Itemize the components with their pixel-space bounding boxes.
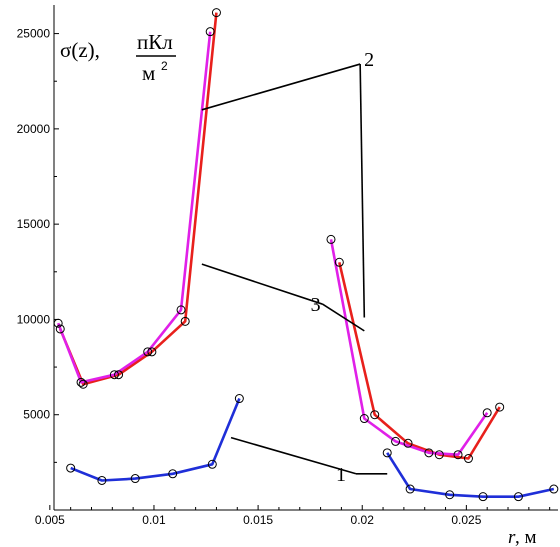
series-1-point bbox=[66, 463, 76, 473]
series-2-line bbox=[338, 262, 501, 460]
series-1-point bbox=[549, 484, 559, 494]
series-2-point bbox=[434, 450, 444, 460]
series-2-point bbox=[463, 454, 473, 464]
series-1-line bbox=[386, 452, 555, 499]
annotation-leader-2 bbox=[201, 63, 361, 111]
series-1-point bbox=[513, 492, 523, 502]
y-axis-label-numerator: пКл bbox=[137, 30, 173, 54]
series-3-point bbox=[176, 305, 186, 315]
series-2-point bbox=[180, 316, 190, 326]
series-2-point bbox=[334, 257, 344, 267]
axes-layer: 5000 10000 15000 20000 25000 0.005 0.01 0.015 0.… bbox=[17, 5, 558, 527]
x-tick-label: 0.005 bbox=[35, 513, 65, 527]
series-3-point bbox=[424, 448, 434, 458]
series-1-point bbox=[97, 475, 107, 485]
series-3-point bbox=[76, 377, 86, 387]
series-1-point bbox=[234, 394, 244, 404]
series-2-point bbox=[114, 370, 124, 380]
series-3-point bbox=[359, 414, 369, 424]
annotation-leader-3 bbox=[201, 263, 323, 305]
series-3-point bbox=[453, 450, 463, 460]
series-1-point bbox=[382, 448, 392, 458]
series-2-point bbox=[147, 347, 157, 357]
annotation-leader-1 bbox=[230, 436, 357, 475]
y-tick-label: 25000 bbox=[17, 27, 51, 41]
annotation-leader-3 bbox=[322, 303, 365, 332]
series-1-point bbox=[478, 492, 488, 502]
series-1-point bbox=[130, 474, 140, 484]
x-tick-label: 0.015 bbox=[243, 513, 273, 527]
y-tick-label: 20000 bbox=[17, 122, 51, 136]
annotation-label-3: 3 bbox=[311, 294, 321, 316]
x-axis-label: r , м bbox=[508, 527, 537, 547]
series-1-point bbox=[168, 469, 178, 479]
series-3-point bbox=[109, 370, 119, 380]
y-tick-label: 10000 bbox=[17, 312, 51, 326]
annotation-layer: 2 3 1 bbox=[201, 49, 388, 486]
x-tick-label: 0.01 bbox=[142, 513, 166, 527]
y-axis-label: σ(z), пКл м 2 bbox=[60, 30, 176, 85]
series-2-point bbox=[78, 379, 88, 389]
annotation-label-2: 2 bbox=[364, 49, 374, 71]
series-3-line bbox=[329, 239, 489, 457]
series-3-point bbox=[53, 318, 63, 328]
series-2-point bbox=[211, 8, 221, 18]
y-tick-label: 5000 bbox=[23, 408, 50, 422]
series-2-point bbox=[495, 402, 505, 412]
y-axis-label-denominator: м bbox=[142, 61, 155, 85]
series-3-point bbox=[391, 436, 401, 446]
x-tick-label: 0.02 bbox=[351, 513, 375, 527]
y-axis-label-exponent: 2 bbox=[161, 59, 168, 73]
x-axis-label-unit: , м bbox=[515, 527, 537, 547]
series-3-point bbox=[482, 408, 492, 418]
y-tick-label: 15000 bbox=[17, 217, 51, 231]
x-axis-label-var: r bbox=[508, 527, 516, 547]
series-2-point bbox=[370, 410, 380, 420]
series-1-line bbox=[70, 398, 241, 482]
series-1-point bbox=[207, 459, 217, 469]
y-axis-label-lhs: σ(z), bbox=[60, 38, 100, 62]
series-1-point bbox=[405, 484, 415, 494]
series-2-point bbox=[403, 438, 413, 448]
series-3-point bbox=[143, 347, 153, 357]
series-1-point bbox=[445, 490, 455, 500]
series-3-point bbox=[326, 234, 336, 244]
series-2-point bbox=[55, 324, 65, 334]
series-3-line bbox=[56, 31, 212, 384]
x-tick-label: 0.025 bbox=[451, 513, 481, 527]
series-3-point bbox=[205, 27, 215, 37]
annotation-leader-2 bbox=[359, 64, 366, 318]
annotation-label-1: 1 bbox=[336, 464, 346, 486]
series-layer bbox=[53, 8, 559, 502]
